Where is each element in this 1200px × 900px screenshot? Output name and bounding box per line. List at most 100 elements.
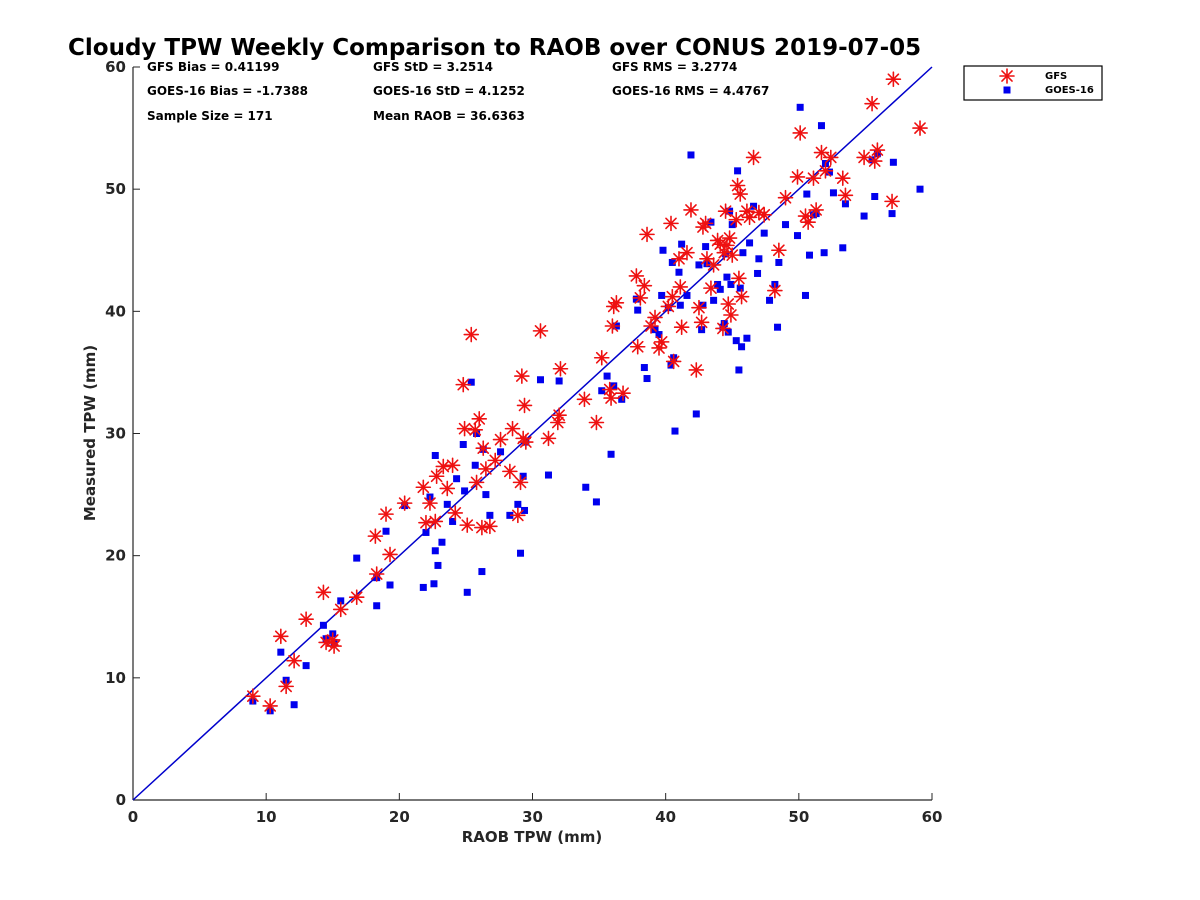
x-tick-label: 30 [522, 808, 543, 826]
goes16-point [514, 500, 522, 508]
goes16-point [461, 487, 469, 495]
stats-annotations: GFS Bias = 0.41199 GFS StD = 3.2514 GFS … [147, 60, 769, 123]
gfs-point [885, 71, 902, 88]
x-tick-label: 10 [256, 808, 277, 826]
gfs-point [647, 309, 663, 326]
axes: 0 10 20 30 40 50 60 0 10 20 30 40 50 60 [105, 58, 942, 826]
gfs-point [664, 288, 681, 305]
x-tick-label: 60 [922, 808, 943, 826]
gfs-point [731, 270, 747, 287]
y-tick-label: 10 [105, 669, 126, 687]
legend-box [963, 65, 1103, 101]
goes16-point [683, 291, 691, 299]
legend: GFS GOES-16 [963, 65, 1103, 101]
one-to-one-line [132, 66, 933, 801]
goes16-point [687, 151, 695, 159]
gfs-point [552, 360, 569, 377]
goes16-point [841, 200, 849, 208]
gfs-point [679, 244, 695, 261]
goes16-point [750, 202, 758, 210]
goes16-point [443, 500, 451, 508]
gfs-point [315, 584, 332, 601]
gfs-point [728, 211, 745, 228]
gfs-point [415, 479, 432, 496]
stat-goes-bias: GOES-16 Bias = -1.7388 [147, 84, 308, 98]
goes16-point [634, 306, 642, 314]
gfs-point [636, 277, 653, 294]
stat-mean-raob: Mean RAOB = 36.6363 [373, 109, 525, 123]
goes16-point [459, 440, 467, 448]
gfs-point [245, 688, 261, 704]
gfs-point [475, 440, 492, 456]
gfs-point [777, 189, 794, 206]
y-axis-label: Measured TPW (mm) [81, 345, 99, 521]
gfs-point [717, 203, 734, 219]
goes16-point [607, 450, 615, 458]
gfs-point [792, 125, 808, 141]
goes16-point [727, 280, 735, 288]
y-tick-label: 20 [105, 547, 126, 565]
gfs-point [512, 474, 529, 491]
stat-gfs-rms: GFS RMS = 3.2774 [612, 60, 737, 74]
goes16-point [486, 511, 494, 519]
gfs-point [724, 247, 741, 263]
goes16-point [732, 337, 740, 345]
y-tick-label: 30 [105, 425, 126, 443]
goes16-point [598, 387, 606, 395]
gfs-point [653, 334, 670, 350]
gfs-point [518, 434, 534, 450]
goes16-point [482, 491, 490, 499]
gfs-point [733, 288, 750, 305]
y-tick-label: 60 [105, 58, 126, 76]
y-tick-label: 0 [116, 791, 126, 809]
gfs-point [741, 209, 758, 226]
goes16-point [716, 285, 724, 293]
goes16-point [692, 410, 700, 418]
stat-sample-size: Sample Size = 171 [147, 109, 273, 123]
goes16-point [434, 561, 442, 569]
gfs-point [808, 202, 824, 218]
gfs-point [856, 149, 872, 166]
goes16-point [754, 269, 762, 277]
goes16-point [555, 377, 563, 385]
gfs-point [478, 461, 494, 477]
goes16-point [449, 517, 457, 525]
stat-goes-std: GOES-16 StD = 4.1252 [373, 84, 525, 98]
goes16-point [724, 328, 732, 336]
goes16-point [536, 376, 544, 384]
goes16-point [782, 221, 790, 229]
goes16-point [695, 261, 703, 269]
gfs-point [789, 169, 806, 185]
goes16-point [453, 475, 461, 483]
goes16-point [643, 375, 651, 383]
stat-goes-rms: GOES-16 RMS = 4.4767 [612, 84, 769, 98]
gfs-point [298, 611, 314, 627]
goes16-point [337, 597, 345, 605]
goes16-point [766, 296, 774, 304]
gfs-point [492, 431, 509, 448]
gfs-point [471, 411, 488, 427]
goes16-point [497, 448, 505, 456]
goes16-point [277, 648, 285, 656]
gfs-point [817, 163, 834, 179]
gfs-point [663, 215, 679, 232]
x-axis-label: RAOB TPW (mm) [462, 828, 603, 846]
x-tick-label: 40 [655, 808, 676, 826]
gfs-point [629, 338, 646, 355]
goes16-point [431, 547, 439, 555]
goes16-point [478, 568, 486, 576]
goes16-point [544, 471, 552, 479]
gfs-point [576, 391, 593, 408]
goes16-point [735, 366, 743, 374]
gfs-point [771, 242, 787, 259]
gfs-point [514, 368, 530, 384]
gfs-point [822, 149, 839, 166]
gfs-point [516, 397, 533, 414]
legend-goes-marker [1003, 86, 1011, 94]
legend-gfs-label: GFS [1045, 71, 1067, 82]
goes16-point [471, 461, 479, 469]
goes16-point [889, 158, 897, 166]
gfs-point [540, 430, 557, 447]
gfs-point [588, 414, 605, 431]
gfs-point [459, 517, 476, 533]
